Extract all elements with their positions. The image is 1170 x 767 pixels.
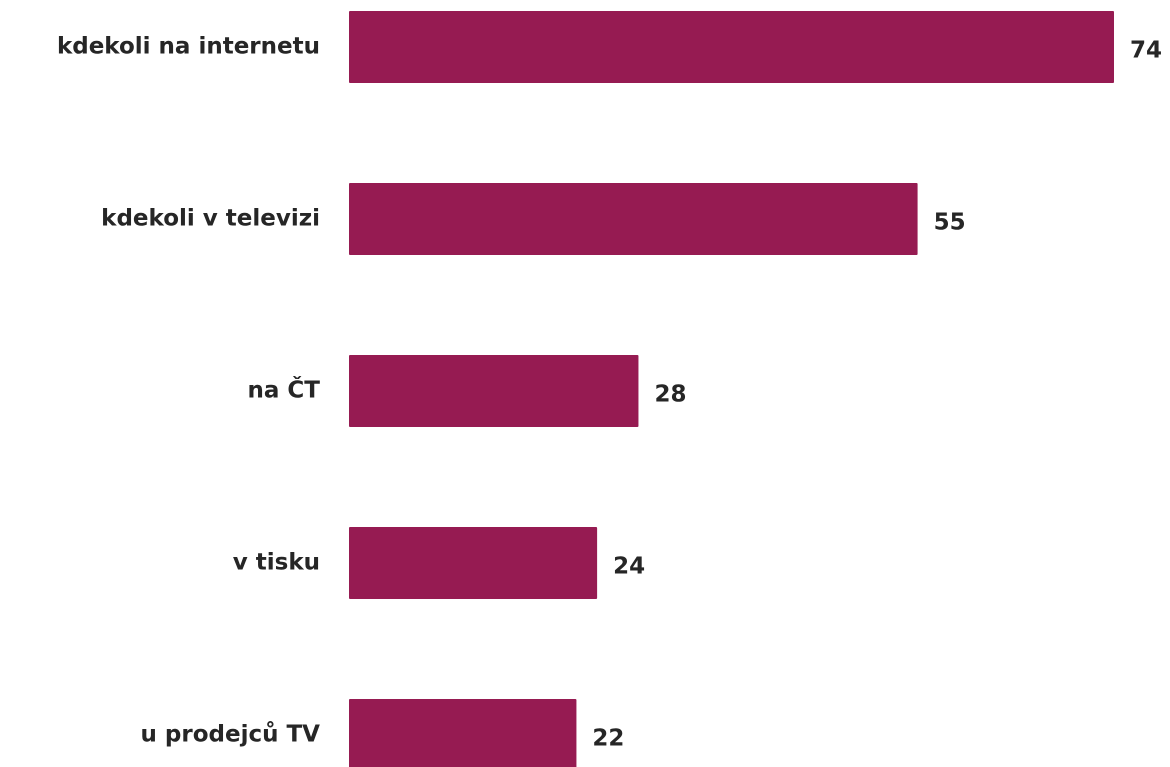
value-label: 22 xyxy=(592,726,624,752)
value-label: 55 xyxy=(934,210,966,236)
category-label: u prodejců TV xyxy=(141,721,321,748)
category-label: na ČT xyxy=(248,376,321,404)
category-label: v tisku xyxy=(233,550,320,576)
bar xyxy=(349,11,1114,83)
value-label: 24 xyxy=(613,554,645,580)
bar xyxy=(349,183,918,255)
category-label: kdekoli v televizi xyxy=(101,206,320,232)
value-label: 28 xyxy=(654,382,686,408)
value-label: 74 xyxy=(1130,38,1162,64)
bar xyxy=(349,699,577,767)
bar xyxy=(349,527,598,599)
bar xyxy=(349,355,639,427)
category-label: kdekoli na internetu xyxy=(57,34,320,60)
